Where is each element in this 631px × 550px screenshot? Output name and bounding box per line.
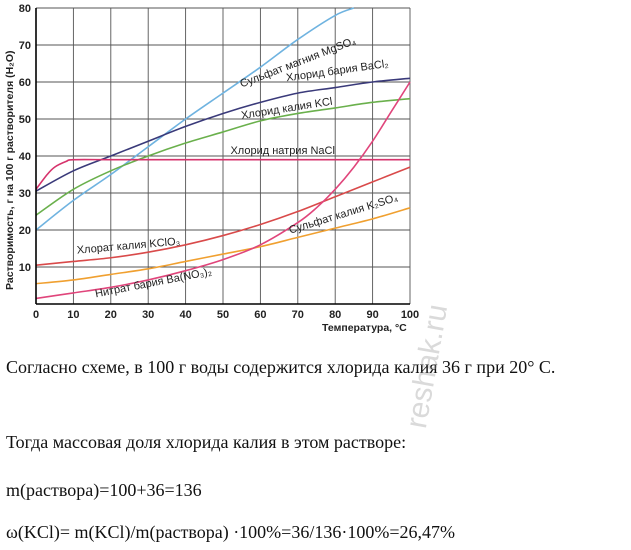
series-line-7 [35,81,411,300]
chart-tick-labels: 0 10 20 30 40 50 60 70 80 90 100 10 20 30 40 50 60 70 80 [19,3,419,321]
series-label-4: Хлорид натрия NaCl [230,145,334,157]
y-tick-label: 10 [19,262,31,274]
series-line-1 [35,7,355,231]
y-tick-label: 20 [19,225,31,237]
solution-mass-formula: m(раствора)=100+36=136 [6,480,202,500]
x-tick-label: 90 [366,309,378,321]
chart-grid [35,7,411,304]
y-tick-label: 40 [19,151,31,163]
mass-fraction-formula: ω(KCl)= m(KCl)/m(раствора) ·100%=36/136·… [6,522,455,542]
y-tick-label: 60 [19,77,31,89]
y-axis-title: Растворимость, г на 100 г растворителя (… [4,50,16,290]
x-tick-label: 30 [142,309,154,321]
series-line-5 [35,166,411,266]
explanation-paragraph: Согласно схеме, в 100 г воды содержится … [6,357,556,377]
x-tick-label: 60 [254,309,266,321]
x-tick-label: 100 [401,309,419,321]
x-tick-label: 70 [292,309,304,321]
series-label-7: Нитрат бария Ba(NO₃)₂ [94,266,213,300]
solubility-chart: 0 10 20 30 40 50 60 70 80 90 100 10 20 30 40 50 60 70 80 С… [4,3,419,334]
x-tick-label: 80 [329,309,341,321]
chart-axes [35,8,410,305]
mass-fraction-intro: Тогда массовая доля хлорида калия в этом… [6,432,407,452]
y-tick-label: 80 [19,3,31,15]
series-line-4 [35,158,410,190]
x-tick-label: 10 [67,309,79,321]
x-tick-label: 20 [105,309,117,321]
y-tick-label: 50 [19,114,31,126]
chart-series [35,7,411,300]
series-label-5: Хлорат калия KClO₃ [76,236,180,257]
x-tick-label: 50 [217,309,229,321]
x-axis-title: Температура, °С [322,322,407,334]
y-tick-label: 30 [19,188,31,200]
x-tick-label: 40 [179,309,191,321]
series-label-3: Хлорид калия KCl [240,96,333,122]
y-tick-label: 70 [19,40,31,52]
series-line-3 [35,97,411,216]
series-line-6 [35,207,411,285]
x-tick-label: 0 [33,309,39,321]
